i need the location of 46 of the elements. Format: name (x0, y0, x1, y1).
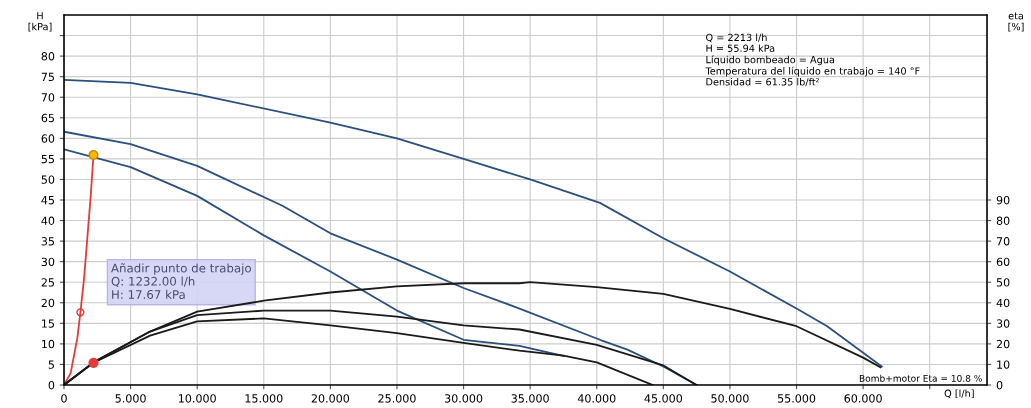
x-tick-label: 5.000 (115, 394, 146, 403)
y2-tick-label: 30 (996, 319, 1010, 328)
y2-tick-label: 40 (996, 298, 1010, 308)
y-tick-label: 55 (41, 155, 54, 164)
x-tick-label: 30.000 (444, 394, 483, 403)
y-tick-label: 45 (41, 196, 54, 205)
x-tick-label: 15.000 (245, 394, 283, 403)
y-tick-label: 50 (41, 175, 55, 184)
y-tick-label: 30 (41, 257, 55, 267)
x-tick-label: 45.000 (644, 394, 683, 403)
annotation: Añadir punto de trabajo Q: 1232.00 l/h H: 17.67 kPa (111, 263, 252, 299)
y-tick-label: 10 (42, 339, 55, 349)
y2-tick-label: 20 (996, 339, 1010, 349)
y-tick-label: 60 (41, 134, 55, 143)
y2-tick-label: 50 (996, 278, 1010, 287)
y2-axis-title: eta [%] (1008, 12, 1024, 32)
y2-tick-label: 90 (996, 195, 1010, 205)
y2-tick-label: 0 (996, 380, 1003, 390)
x-tick-label: 10.000 (178, 394, 216, 403)
y-tick-label: 65 (41, 113, 54, 123)
annotation: Bomb+motor Eta = 10.8 % (859, 374, 982, 382)
x-tick-label: 55.000 (777, 394, 816, 403)
y-tick-label: 35 (41, 237, 54, 246)
x-tick-label: 35.000 (511, 394, 549, 403)
y-tick-label: 15 (42, 319, 54, 328)
y-axis-title: H [kPa] (28, 12, 52, 32)
y-tick-label: 70 (41, 93, 55, 102)
annotation: Q = 2213 l/h H = 55.94 kPa Líquido bombeado = Agua Temperatura del líquido en trabajo = 140 °F Densidad = 61.35 lb/ft² (705, 33, 920, 87)
x-axis-title: Q [l/h] (944, 389, 974, 399)
x-tick-label: 25.000 (378, 394, 416, 403)
y2-tick-label: 60 (996, 257, 1010, 267)
x-tick-label: 0 (61, 394, 67, 403)
y-tick-label: 20 (41, 298, 55, 308)
y-tick-label: 25 (41, 278, 54, 287)
y2-tick-label: 70 (996, 237, 1010, 246)
y-tick-label: 80 (41, 52, 55, 61)
y2-tick-label: 80 (996, 216, 1010, 225)
y2-tick-label: 10 (997, 360, 1010, 369)
y-tick-label: 0 (48, 380, 55, 390)
x-tick-label: 60.000 (844, 394, 882, 403)
y-tick-label: 75 (41, 72, 54, 82)
x-tick-label: 40.000 (577, 394, 616, 403)
y-tick-label: 5 (48, 360, 54, 369)
x-tick-label: 50.000 (711, 394, 749, 403)
y-tick-label: 40 (41, 216, 55, 225)
x-tick-label: 20.000 (311, 394, 350, 403)
